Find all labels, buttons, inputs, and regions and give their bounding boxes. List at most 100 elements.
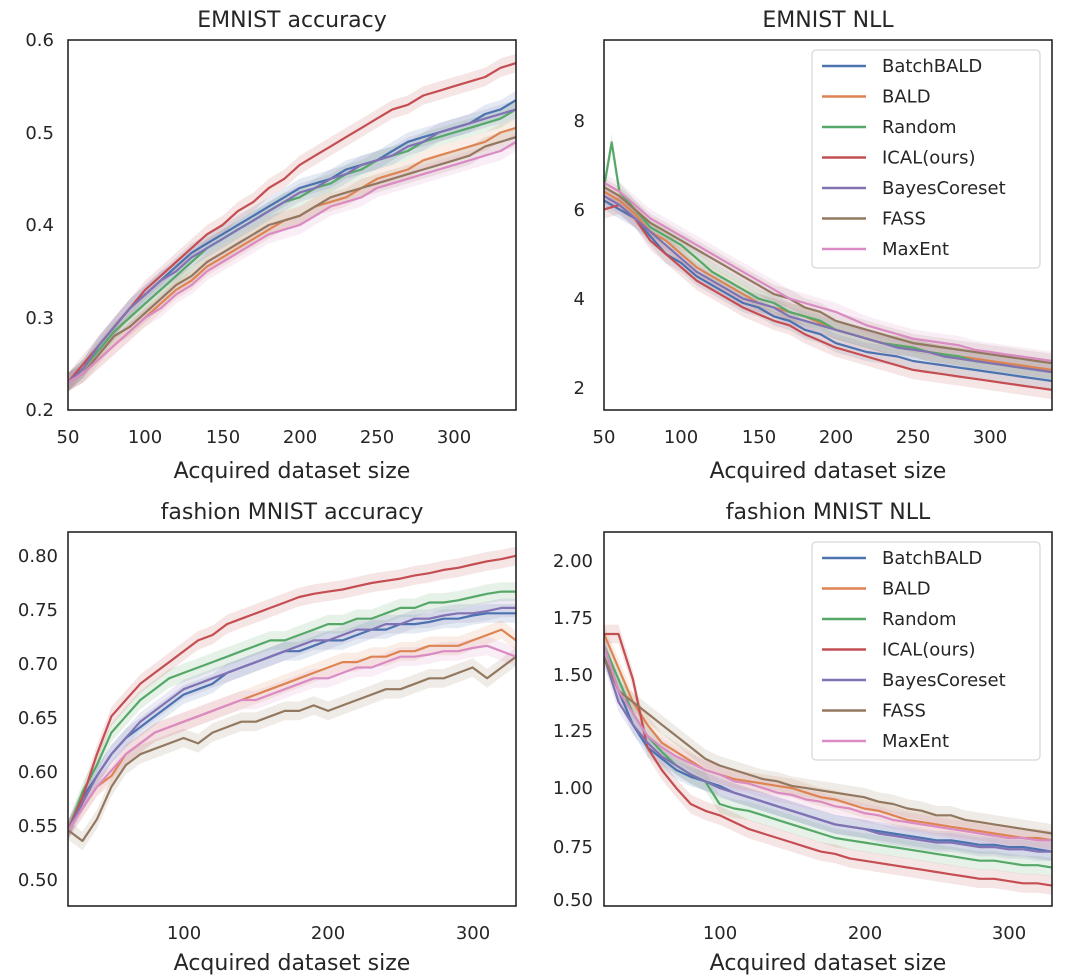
band-random	[604, 636, 1052, 877]
panel-emnist-accuracy: EMNIST accuracy 0.2 0.3 0.4 0.5 0.6 50 1…	[25, 8, 517, 484]
x-tick-label: 200	[819, 427, 853, 448]
band-ical-ours-	[68, 53, 516, 392]
band-fass	[604, 177, 1052, 373]
band-bald	[604, 182, 1052, 380]
series-line-fass	[68, 655, 516, 843]
series-line-maxent	[68, 140, 516, 384]
x-tick-label: 250	[896, 427, 930, 448]
plot-frame	[67, 531, 517, 907]
legend-box	[811, 541, 1041, 761]
y-tick-label: 4	[574, 289, 585, 310]
y-tick-label: 0.60	[18, 762, 58, 783]
x-axis-label: Acquired dataset size	[174, 459, 411, 484]
legend-label: MaxEnt	[882, 239, 949, 260]
y-tick-label: 0.65	[18, 708, 58, 729]
band-ical-ours-	[68, 546, 516, 840]
x-axis: 50 100 150 200 250 300	[593, 427, 1008, 448]
x-tick-label: 100	[703, 923, 737, 944]
legend-label: FASS	[882, 209, 926, 230]
x-tick-label: 200	[283, 427, 317, 448]
series-line-bald	[604, 633, 1052, 842]
series-line-fass	[604, 186, 1052, 365]
y-tick-label: 0.75	[553, 837, 593, 858]
band-ical-ours-	[604, 195, 1052, 400]
panel-fashion-nll: fashion MNIST NLL 0.50 0.75 1.00 1.25 1.…	[553, 500, 1053, 976]
y-axis: 0.50 0.75 1.00 1.25 1.50 1.75 2.00	[553, 551, 593, 911]
x-tick-label: 150	[206, 427, 240, 448]
x-axis: 50 100 150 200 250 300	[57, 427, 472, 448]
x-axis: 100 200 300	[703, 923, 1026, 944]
chart-title: fashion MNIST NLL	[726, 500, 931, 525]
confidence-bands	[68, 53, 516, 392]
y-tick-label: 0.50	[18, 870, 58, 891]
y-tick-label: 0.6	[25, 30, 54, 51]
series-line-bayescoreset	[604, 656, 1052, 853]
series-line-bayescoreset	[68, 606, 516, 831]
plot-frame	[603, 531, 1053, 907]
legend-label: ICAL(ours)	[882, 640, 975, 661]
y-axis: 2 4 6 8	[574, 111, 585, 399]
y-tick-label: 0.80	[18, 546, 58, 567]
y-tick-label: 0.75	[18, 600, 58, 621]
legend-label: Random	[882, 117, 957, 138]
x-tick-label: 100	[167, 923, 201, 944]
band-fass	[604, 647, 1052, 843]
y-axis: 0.50 0.55 0.60 0.65 0.70 0.75 0.80	[18, 546, 58, 891]
series-lines	[604, 632, 1052, 887]
series-lines	[68, 62, 516, 384]
series-line-ical-ours-	[68, 62, 516, 384]
legend-label: MaxEnt	[882, 731, 949, 752]
x-tick-label: 300	[973, 427, 1007, 448]
band-maxent	[604, 173, 1052, 371]
x-tick-label: 100	[128, 427, 162, 448]
series-line-maxent	[604, 644, 1052, 842]
panel-emnist-nll: EMNIST NLL 2 4 6 8 50 100 150 200 250 30…	[574, 8, 1053, 484]
series-line-bayescoreset	[604, 195, 1052, 374]
band-maxent	[604, 636, 1052, 850]
y-tick-label: 6	[574, 200, 585, 221]
y-tick-label: 0.2	[25, 400, 54, 421]
series-line-fass	[604, 656, 1052, 835]
panel-fashion-accuracy: fashion MNIST accuracy 0.50 0.55 0.60 0.…	[18, 500, 517, 976]
legend: BatchBALD BALD Random ICAL(ours) BayesCorese…	[811, 541, 1041, 761]
x-tick-label: 200	[311, 923, 345, 944]
legend-label: Random	[882, 609, 957, 630]
chart-title: EMNIST NLL	[762, 8, 894, 33]
x-tick-label: 50	[593, 427, 616, 448]
series-line-random	[68, 590, 516, 831]
x-axis-label: Acquired dataset size	[710, 951, 947, 976]
legend-box	[811, 49, 1041, 269]
x-tick-label: 100	[664, 427, 698, 448]
series-line-batchbald	[604, 199, 1052, 383]
y-tick-label: 1.50	[553, 665, 593, 686]
band-bayescoreset	[68, 598, 516, 840]
series-line-batchbald	[68, 612, 516, 831]
x-axis-label: Acquired dataset size	[710, 459, 947, 484]
series-line-fass	[68, 136, 516, 384]
y-tick-label: 0.4	[25, 215, 54, 236]
band-bayescoreset	[68, 100, 516, 392]
x-tick-label: 300	[437, 427, 471, 448]
band-maxent	[68, 132, 516, 392]
series-lines	[604, 141, 1052, 391]
series-line-maxent	[68, 644, 516, 831]
band-random	[68, 582, 516, 840]
y-tick-label: 0.70	[18, 654, 58, 675]
band-random	[68, 100, 516, 392]
band-batchbald	[68, 90, 516, 392]
x-axis: 100 200 300	[167, 923, 490, 944]
y-tick-label: 1.75	[553, 608, 593, 629]
series-lines	[68, 554, 516, 843]
series-line-ical-ours-	[68, 554, 516, 831]
legend-label: BALD	[882, 579, 931, 600]
series-line-ical-ours-	[604, 203, 1052, 391]
y-tick-label: 2	[574, 378, 585, 399]
legend-label: FASS	[882, 701, 926, 722]
legend-label: BayesCoreset	[882, 670, 1006, 691]
band-maxent	[68, 636, 516, 840]
series-line-bayescoreset	[68, 108, 516, 384]
legend-label: BatchBALD	[882, 56, 982, 77]
plot-frame	[67, 39, 517, 411]
chart-title: fashion MNIST accuracy	[161, 500, 424, 525]
